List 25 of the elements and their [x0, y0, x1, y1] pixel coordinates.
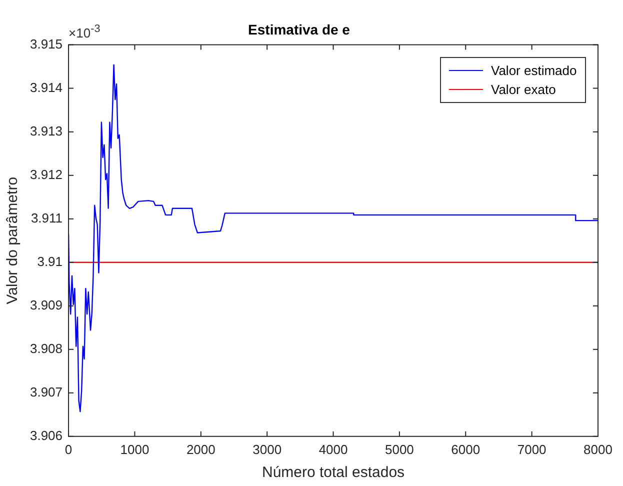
legend-label: Valor estimado	[491, 62, 577, 78]
y-tick-label: 3.91	[37, 254, 63, 269]
x-tick-label: 2000	[186, 442, 216, 457]
y-tick-label: 3.915	[30, 36, 63, 52]
y-tick-label: 3.906	[30, 428, 63, 443]
x-tick-label: 1000	[120, 442, 150, 457]
x-axis-title: Número total estados	[262, 464, 405, 482]
y-tick-label: 3.911	[30, 210, 63, 226]
x-tick-label: 3000	[252, 442, 282, 457]
x-tick-label: 4000	[318, 442, 348, 457]
x-tick-label: 5000	[384, 442, 414, 457]
y-tick-label: 3.914	[30, 80, 63, 95]
y-tick-label: 3.913	[30, 123, 63, 138]
chart-title: Estimativa de e	[248, 21, 350, 38]
y-axis-title: Valor do parâmetro	[4, 176, 22, 304]
x-tick-label: 7000	[517, 442, 546, 457]
y-tick-label: 3.907	[30, 384, 63, 400]
y-tick-label: 3.912	[30, 166, 63, 182]
x-tick-label: 0	[64, 442, 72, 457]
legend-label: Valor exato	[491, 82, 556, 97]
y-tick-label: 3.908	[30, 340, 63, 356]
x-tick-label: 8000	[584, 442, 612, 457]
text: ×10$^{-3}$	[68, 22, 100, 40]
y-tick-label: 3.909	[30, 297, 63, 312]
x-tick-label: 6000	[451, 442, 480, 457]
